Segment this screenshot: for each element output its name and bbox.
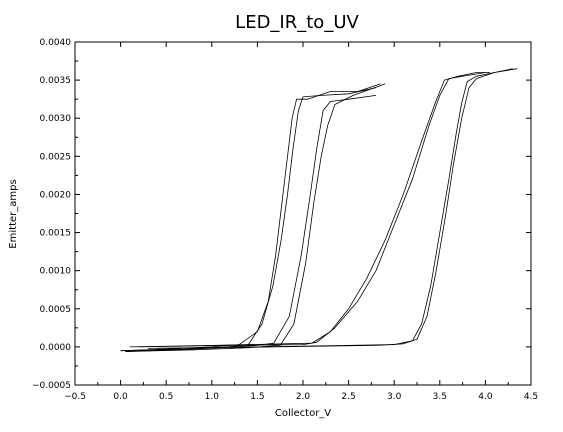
x-tick-label: 2.0 xyxy=(296,392,311,402)
y-tick-label: −0.0005 xyxy=(32,381,71,391)
x-axis-label: Collector_V xyxy=(275,408,331,419)
x-tick-label: 1.0 xyxy=(205,392,220,402)
series-line xyxy=(120,83,381,352)
x-tick-label: 4.0 xyxy=(478,392,493,402)
x-tick-label: 3.5 xyxy=(433,392,447,402)
series-line xyxy=(125,83,386,352)
series-line xyxy=(138,72,486,348)
y-tick-label: 0.0030 xyxy=(40,114,72,124)
data-traces xyxy=(120,68,518,352)
series-line xyxy=(147,68,513,349)
series-line xyxy=(120,95,377,352)
series-line xyxy=(129,72,490,348)
series-line xyxy=(157,68,518,349)
axis-ticks: −0.5 0.0 0.5 1.0 1.5 2.0 2.5 3.0 3.5 4.0 4.5 −0.000… xyxy=(32,38,538,402)
y-tick-label: 0.0000 xyxy=(40,343,72,353)
plot-frame xyxy=(74,41,532,386)
y-axis-label: Emitter_amps xyxy=(8,179,19,248)
x-tick-label: 2.5 xyxy=(341,392,355,402)
x-tick-label: −0.5 xyxy=(64,392,86,402)
y-tick-label: 0.0005 xyxy=(40,305,72,315)
y-tick-label: 0.0035 xyxy=(40,76,72,86)
y-tick-label: 0.0040 xyxy=(40,38,72,48)
y-tick-label: 0.0025 xyxy=(40,152,72,162)
x-tick-label: 3.0 xyxy=(387,392,402,402)
chart-title: LED_IR_to_UV xyxy=(235,12,359,33)
y-tick-label: 0.0015 xyxy=(40,229,72,239)
x-tick-label: 0.0 xyxy=(113,392,128,402)
y-tick-label: 0.0010 xyxy=(40,267,72,277)
y-tick-label: 0.0020 xyxy=(40,190,72,200)
x-tick-label: 1.5 xyxy=(250,392,264,402)
x-tick-label: 0.5 xyxy=(159,392,173,402)
series-line xyxy=(125,87,377,352)
x-tick-label: 4.5 xyxy=(524,392,538,402)
